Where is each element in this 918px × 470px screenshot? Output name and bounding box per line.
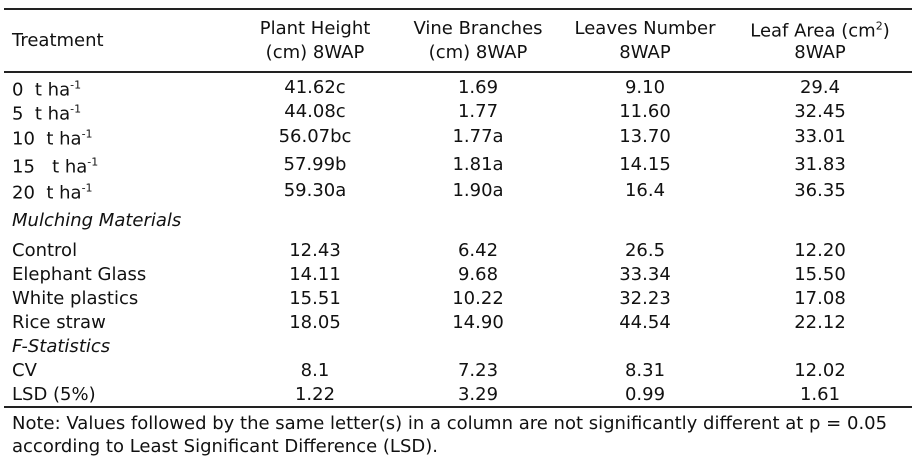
label-text: 20 t ha	[12, 182, 82, 204]
cell-value: 10.22	[452, 288, 504, 309]
cell-value: 32.45	[794, 101, 846, 122]
cell-value: 41.62c	[284, 77, 346, 98]
cell-value: 31.83	[794, 154, 846, 175]
label-text: Control	[12, 240, 78, 261]
cell-value: 1.81a	[452, 154, 504, 175]
label-sup: -1	[70, 78, 82, 92]
section-label: Mulching Materials	[12, 210, 182, 231]
cell-value: 14.11	[289, 264, 341, 285]
label-text: Elephant Glass	[12, 264, 147, 285]
row-label: Elephant Glass	[12, 264, 146, 286]
cell-value: 36.35	[794, 180, 846, 201]
cell-value: 1.90a	[452, 180, 504, 201]
row-label: 0 t ha-1	[12, 75, 81, 102]
header-line: Vine Branches	[413, 18, 542, 40]
cell-value: 8.31	[624, 360, 666, 381]
label-sup: -1	[87, 155, 99, 169]
label-text: 5 t ha	[12, 103, 71, 125]
label-text: CV	[12, 360, 37, 381]
cell-value: 32.23	[619, 288, 671, 309]
row-label: 20 t ha-1	[12, 178, 93, 205]
cell-value: 57.99b	[283, 154, 347, 175]
header-text: Plant Height	[259, 18, 371, 39]
header-line: 8WAP	[794, 42, 846, 63]
header-text: )	[882, 20, 890, 42]
cell-value: 1.77a	[452, 126, 504, 147]
cell-value: 11.60	[619, 101, 671, 122]
section-label: F-Statistics	[12, 336, 111, 357]
cell-value: 26.5	[624, 240, 666, 261]
header-line: (cm) 8WAP	[428, 42, 528, 63]
cell-value: 3.29	[457, 384, 499, 405]
label-text: White plastics	[12, 288, 139, 309]
label-text: 0 t ha	[12, 79, 71, 101]
cell-value: 1.61	[799, 384, 841, 405]
header-text: Leaves Number	[574, 18, 716, 39]
cell-value: 6.42	[457, 240, 499, 261]
row-label: 5 t ha-1	[12, 99, 81, 126]
cell-value: 12.43	[289, 240, 341, 261]
row-label: White plastics	[12, 288, 138, 310]
cell-value: 1.77	[457, 101, 499, 122]
cell-value: 7.23	[457, 360, 499, 381]
cell-value: 16.4	[624, 180, 666, 201]
cell-value: 59.30a	[283, 180, 347, 201]
row-label: Rice straw	[12, 312, 106, 334]
cell-value: 44.08c	[284, 101, 346, 122]
label-sup: -1	[81, 181, 93, 195]
label-text: Rice straw	[12, 312, 106, 333]
header-line: Leaf Area (cm2)	[750, 16, 890, 43]
cell-value: 29.4	[799, 77, 841, 98]
row-label: 10 t ha-1	[12, 124, 93, 151]
header-cell: Treatment	[12, 30, 104, 51]
cell-value: 56.07bc	[278, 126, 352, 147]
header-line: (cm) 8WAP	[265, 42, 365, 63]
cell-value: 13.70	[619, 126, 671, 147]
cell-value: 9.10	[624, 77, 666, 98]
cell-value: 33.34	[619, 264, 671, 285]
cell-value: 14.15	[619, 154, 671, 175]
bottom-rule	[4, 406, 912, 408]
header-text: Vine Branches	[413, 18, 543, 39]
cell-value: 44.54	[619, 312, 671, 333]
row-label: Control	[12, 240, 77, 262]
cell-value: 1.69	[457, 77, 499, 98]
cell-value: 33.01	[794, 126, 846, 147]
cell-value: 8.1	[300, 360, 330, 381]
top-rule	[4, 8, 912, 10]
cell-value: 15.50	[794, 264, 846, 285]
cell-value: 12.02	[794, 360, 846, 381]
label-text: 15 t ha	[12, 156, 88, 178]
cell-value: 18.05	[289, 312, 341, 333]
label-sup: -1	[70, 102, 82, 116]
cell-value: 1.22	[294, 384, 336, 405]
header-line: Plant Height	[260, 18, 371, 40]
label-text: 10 t ha	[12, 128, 82, 150]
cell-value: 17.08	[794, 288, 846, 309]
cell-value: 14.90	[452, 312, 504, 333]
label-sup: -1	[81, 127, 93, 141]
cell-value: 12.20	[794, 240, 846, 261]
header-sup: 2	[875, 19, 883, 33]
header-line: Leaves Number	[575, 18, 716, 40]
row-label: LSD (5%)	[12, 384, 96, 406]
cell-value: 9.68	[457, 264, 499, 285]
cell-value: 15.51	[289, 288, 341, 309]
table-note: Note: Values followed by the same letter…	[12, 413, 888, 457]
cell-value: 0.99	[624, 384, 666, 405]
label-text: LSD (5%)	[12, 384, 96, 405]
header-line: 8WAP	[619, 42, 671, 63]
header-text: Leaf Area (cm	[750, 20, 876, 42]
row-label: CV	[12, 360, 37, 382]
cell-value: 22.12	[794, 312, 846, 333]
row-label: 15 t ha-1	[12, 152, 98, 179]
header-rule	[4, 71, 912, 73]
